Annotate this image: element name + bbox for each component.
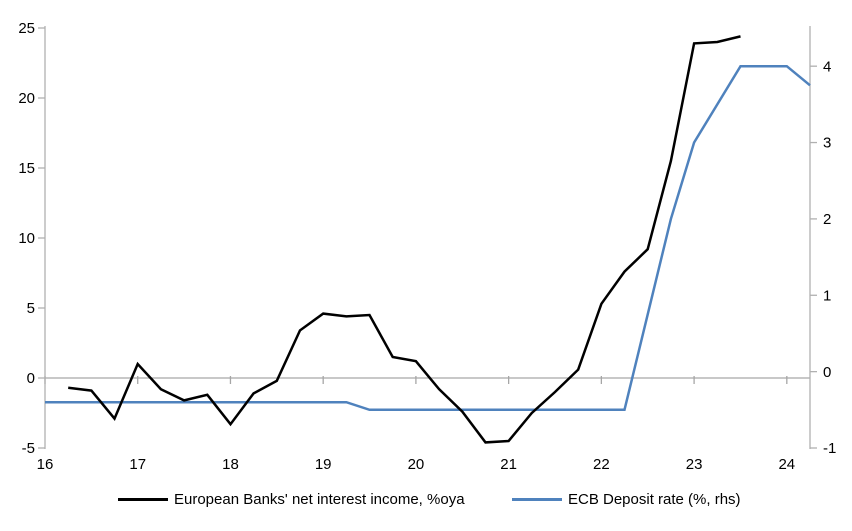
y-axis-right-tick-label: 2	[823, 211, 831, 228]
y-axis-left-tick-label: 25	[18, 20, 35, 37]
deposit-rate-legend-label: ECB Deposit rate (%, rhs)	[568, 491, 741, 508]
y-axis-left-tick-label: 15	[18, 160, 35, 177]
y-axis-left-tick-label: 10	[18, 230, 35, 247]
x-axis-tick-label: 19	[315, 456, 332, 473]
y-axis-left-tick-label: 0	[27, 370, 35, 387]
x-axis-tick-label: 20	[408, 456, 425, 473]
y-axis-left-tick-label: -5	[22, 440, 35, 457]
x-axis-tick-label: 18	[222, 456, 239, 473]
y-axis-right-tick-label: 4	[823, 58, 831, 75]
x-axis-tick-label: 23	[686, 456, 703, 473]
x-axis-tick-label: 16	[37, 456, 54, 473]
x-axis-tick-label: 24	[778, 456, 795, 473]
nii-line-sample	[118, 498, 168, 501]
nii-line	[68, 35, 741, 444]
y-axis-right-tick-label: -1	[823, 440, 836, 457]
y-axis-right-tick-label: 3	[823, 135, 831, 152]
nii-legend-label: European Banks' net interest income, %oy…	[174, 491, 465, 508]
legend-item-nii: European Banks' net interest income, %oy…	[118, 491, 465, 508]
x-axis-tick-label: 22	[593, 456, 610, 473]
deposit-rate-line	[45, 64, 811, 412]
y-axis-left-tick-label: 20	[18, 90, 35, 107]
x-axis-tick-label: 17	[129, 456, 146, 473]
deposit-rate-line-sample	[512, 498, 562, 501]
y-axis-left-tick-label: 5	[27, 300, 35, 317]
legend-item-deposit-rate: ECB Deposit rate (%, rhs)	[512, 491, 741, 508]
y-axis-right-tick-label: 0	[823, 364, 831, 381]
y-axis-right-tick-label: 1	[823, 287, 831, 304]
x-axis-tick-label: 21	[500, 456, 517, 473]
